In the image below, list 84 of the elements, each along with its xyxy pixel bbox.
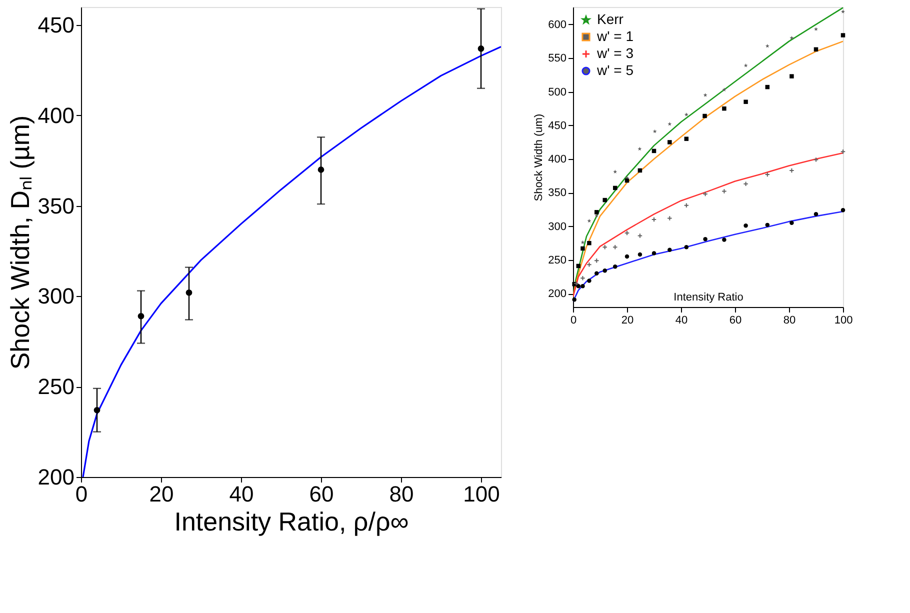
- point: [814, 212, 818, 216]
- point: [613, 264, 618, 269]
- x-tick-label: 40: [675, 314, 688, 326]
- point: [703, 92, 708, 97]
- x-tick-label: 0: [75, 482, 88, 506]
- x-tick-label: 40: [229, 482, 254, 506]
- x-tick-label: 100: [463, 482, 500, 506]
- y-tick-label: 600: [548, 18, 566, 31]
- point: [702, 114, 707, 118]
- legend-label: w' = 1: [596, 28, 634, 44]
- y-tick-label: 300: [548, 220, 566, 233]
- point: [602, 244, 608, 250]
- y-tick-label: 350: [548, 187, 566, 200]
- y-tick-label: 500: [548, 86, 566, 98]
- y-tick-label: 450: [548, 120, 566, 132]
- point: [594, 210, 599, 214]
- x-tick-label: 60: [729, 314, 742, 326]
- point: [790, 74, 794, 78]
- point: [587, 218, 592, 223]
- point: [744, 223, 748, 228]
- x-axis-title: Intensity Ratio, ρ/ρ∞: [174, 506, 409, 536]
- point: [94, 406, 100, 414]
- x-tick-label: 20: [149, 482, 174, 506]
- point: [722, 106, 726, 111]
- point: [703, 236, 708, 242]
- point: [602, 198, 607, 202]
- point: [576, 284, 581, 288]
- y-axis-title: Shock Width, Dₙₗ (µm): [4, 115, 35, 370]
- point: [790, 220, 794, 226]
- y-tick-label: 200: [548, 288, 566, 300]
- point: [840, 208, 846, 212]
- point: [684, 136, 689, 141]
- legend-label: Kerr: [597, 11, 624, 27]
- x-tick-label: 20: [621, 314, 634, 326]
- point: [668, 248, 672, 252]
- point: [186, 289, 192, 296]
- y-tick-label: 300: [38, 284, 74, 309]
- point: [652, 251, 656, 256]
- x-tick-label: 0: [570, 314, 577, 326]
- y-tick-label: 550: [548, 52, 566, 65]
- point: [594, 271, 599, 276]
- point: [722, 238, 726, 242]
- point: [580, 246, 585, 251]
- x-tick-label: 80: [783, 314, 796, 326]
- y-tick-label: 350: [38, 193, 74, 218]
- point: [638, 252, 642, 257]
- x-tick-label: 100: [834, 314, 853, 326]
- point: [684, 112, 688, 116]
- point: [790, 36, 794, 40]
- point: [580, 284, 585, 288]
- point: [138, 312, 144, 320]
- point: [840, 33, 846, 38]
- point: [814, 27, 818, 31]
- y-tick-label: 250: [548, 254, 566, 266]
- point: [638, 146, 642, 151]
- point: [722, 188, 727, 194]
- legend-label: w' = 3: [596, 45, 634, 61]
- y-tick-label: 400: [38, 102, 74, 128]
- point: [722, 88, 726, 92]
- legend-label: w' = 5: [596, 62, 634, 78]
- point: [613, 170, 618, 174]
- y-axis-title: Shock Width (um): [533, 114, 546, 202]
- point: [667, 216, 672, 221]
- point: [587, 278, 592, 283]
- point: [744, 100, 748, 104]
- point: [318, 166, 324, 173]
- x-tick-label: 60: [309, 482, 334, 506]
- y-tick-label: 450: [38, 12, 74, 38]
- x-tick-label: 80: [389, 482, 414, 506]
- point: [668, 140, 672, 144]
- y-tick-label: 200: [38, 464, 74, 490]
- point: [478, 45, 484, 52]
- y-tick-label: 400: [548, 154, 566, 166]
- point: [668, 122, 672, 126]
- point: [652, 129, 657, 134]
- point: [624, 254, 630, 259]
- point: [587, 240, 592, 246]
- point: [572, 297, 576, 302]
- point: [602, 268, 607, 273]
- x-axis-title: Intensity Ratio: [674, 292, 744, 304]
- point: [684, 245, 689, 250]
- point: [765, 222, 770, 228]
- point: [580, 240, 585, 244]
- y-tick-label: 250: [38, 374, 74, 400]
